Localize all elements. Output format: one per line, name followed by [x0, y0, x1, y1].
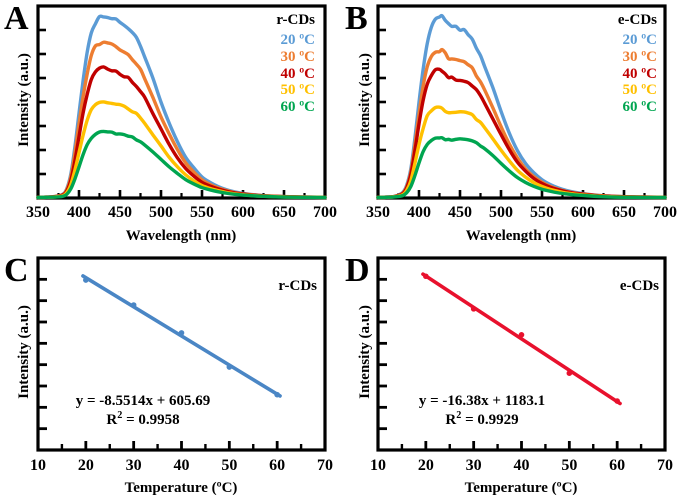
xtick-label: 10 [370, 457, 386, 474]
xtick-label: 30 [465, 457, 482, 474]
xtick-label: 550 [190, 204, 214, 221]
panel-c-plot [36, 256, 327, 452]
legend-item-3: 40 ºC [622, 65, 657, 82]
panel-b-legend: 20 ºC 30 ºC 40 ºC 50 ºC 60 ºC [622, 32, 657, 116]
panel-a-xaxis-title: Wavelength (nm) [125, 228, 237, 244]
xtick-label: 450 [448, 204, 472, 221]
xtick-label: 650 [272, 204, 296, 221]
panel-d-r2-sup: 2 [456, 410, 462, 421]
panel-b-yaxis-title: Intensity (a.u.) [357, 53, 373, 147]
panel-c-equation: y = -8.5514x + 605.69 [75, 393, 211, 409]
panel-c-r2: R2 = 0.9958 [48, 410, 238, 429]
panel-a-label: A [4, 0, 29, 37]
xtick-label: 10 [30, 457, 46, 474]
panel-d-r2-prefix: R [445, 412, 457, 428]
xtick-label: 30 [125, 457, 142, 474]
panel-b-sample-name: e-CDs [617, 12, 657, 28]
xtick-label: 20 [77, 457, 94, 474]
panel-c-fit-annotation: y = -8.5514x + 605.69 R2 = 0.9958 [48, 392, 238, 429]
xtick-label: 550 [530, 204, 554, 221]
panel-a: A r-CDs 20 ºC 30 ºC 40 ºC 50 ºC 60 ºC Wavele… [0, 0, 343, 252]
panel-c-r2-prefix: R [106, 412, 118, 428]
panel-c-r2-sup: 2 [117, 410, 123, 421]
legend-item-1: 20 ºC [280, 32, 315, 48]
xtick-label: 650 [612, 204, 636, 221]
panel-c-yaxis-title: Intensity (a.u.) [16, 305, 32, 399]
legend-item-5: 60 ºC [280, 99, 315, 116]
xtick-label: 600 [571, 204, 595, 221]
panel-c-label: C [4, 252, 29, 289]
xtick-label: 60 [609, 457, 626, 474]
xtick-label: 450 [108, 204, 132, 221]
legend-item-4: 50 ºC [622, 82, 657, 99]
legend-item-5: 60 ºC [622, 99, 657, 116]
legend-item-2: 30 ºC [622, 48, 657, 65]
panel-c: C r-CDs y = -8.5514x + 605.69 R2 = 0.995… [0, 252, 343, 504]
panel-d-r2: R2 = 0.9929 [387, 410, 577, 429]
panel-a-plot [36, 4, 327, 200]
panel-c-xaxis-title: Temperature (ºC) [124, 480, 238, 496]
xtick-label: 400 [67, 204, 91, 221]
xtick-label: 70 [317, 457, 333, 474]
xtick-label: 40 [173, 457, 190, 474]
legend-item-4: 50 ºC [280, 82, 315, 99]
panel-d-equation: y = -16.38x + 1183.1 [418, 393, 546, 409]
panel-d-sample-name: e-CDs [619, 278, 659, 294]
xtick-label: 400 [407, 204, 431, 221]
panel-a-legend: 20 ºC 30 ºC 40 ºC 50 ºC 60 ºC [280, 32, 315, 116]
panel-b-label: B [345, 0, 368, 37]
panel-c-r2-value: = 0.9958 [122, 412, 180, 428]
xtick-label: 700 [653, 204, 677, 221]
panel-d-r2-value: = 0.9929 [461, 412, 519, 428]
xtick-label: 20 [417, 457, 434, 474]
panel-d: D e-CDs y = -16.38x + 1183.1 R2 = 0.9929… [343, 252, 685, 504]
xtick-label: 700 [313, 204, 337, 221]
xtick-label: 500 [489, 204, 513, 221]
panel-a-sample-name: r-CDs [276, 12, 315, 28]
xtick-label: 350 [26, 204, 50, 221]
legend-item-3: 40 ºC [280, 65, 315, 82]
panel-b-xaxis-title: Wavelength (nm) [465, 228, 577, 244]
legend-item-1: 20 ºC [622, 32, 657, 48]
panel-d-plot [376, 256, 667, 452]
panel-a-yaxis-title: Intensity (a.u.) [16, 53, 32, 147]
panel-b: B e-CDs 20 ºC 30 ºC 40 ºC 50 ºC 60 ºC Wavele… [343, 0, 685, 252]
xtick-label: 60 [269, 457, 286, 474]
xtick-label: 50 [221, 457, 238, 474]
xtick-label: 40 [513, 457, 530, 474]
xtick-label: 500 [149, 204, 173, 221]
panel-d-yaxis-title: Intensity (a.u.) [357, 305, 373, 399]
panel-d-fit-annotation: y = -16.38x + 1183.1 R2 = 0.9929 [387, 392, 577, 429]
xtick-label: 50 [561, 457, 578, 474]
xtick-label: 70 [657, 457, 673, 474]
panel-d-label: D [345, 252, 370, 289]
panel-b-plot [376, 4, 667, 200]
panel-d-xaxis-title: Temperature (ºC) [464, 480, 578, 496]
legend-item-2: 30 ºC [280, 48, 315, 65]
panel-c-sample-name: r-CDs [278, 278, 317, 294]
xtick-label: 350 [366, 204, 390, 221]
xtick-label: 600 [231, 204, 255, 221]
